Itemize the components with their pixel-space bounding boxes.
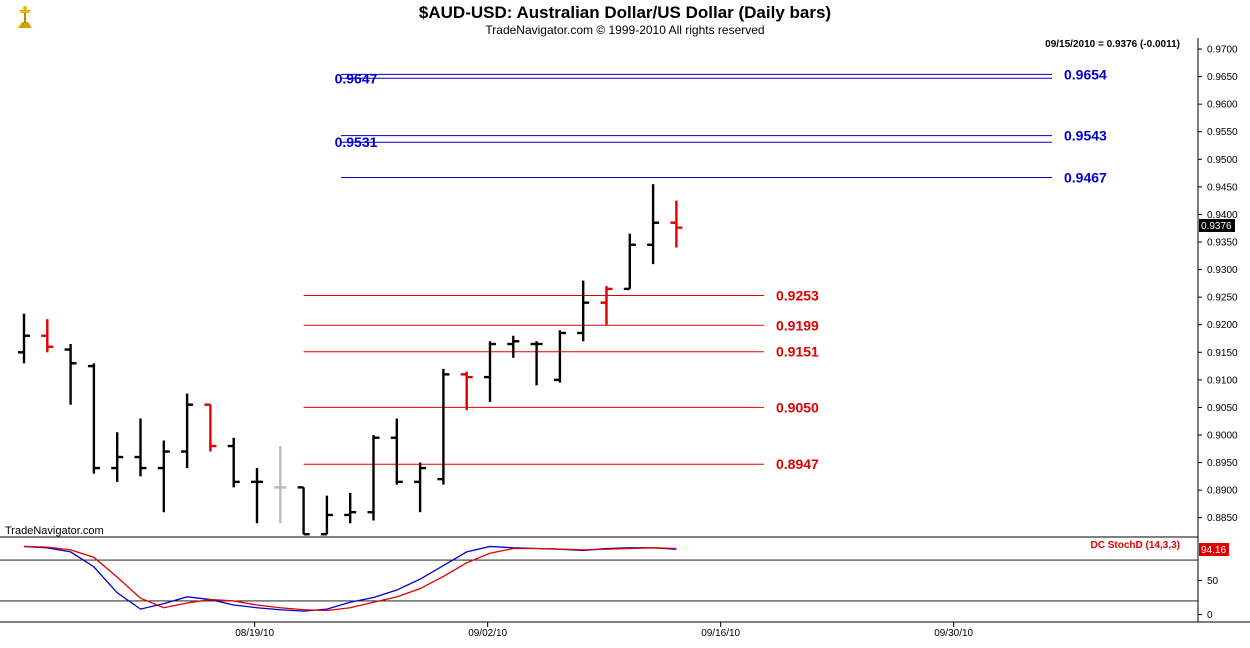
stoch-tick-label: 0: [1207, 610, 1213, 621]
chart-subtitle: TradeNavigator.com © 1999-2010 All right…: [485, 23, 764, 37]
price-bar: [437, 368, 450, 485]
price-bar: [414, 462, 427, 513]
level-label-0.9199: 0.9199: [776, 317, 819, 333]
current-price-tag-bg: [1199, 219, 1235, 232]
stoch-title: DC StochD (14,3,3): [1091, 540, 1180, 551]
stoch-value-tag-bg: [1199, 543, 1229, 556]
price-tick-label: 0.8850: [1207, 513, 1238, 524]
price-bar: [530, 341, 543, 386]
price-tick-label: 0.9150: [1207, 348, 1238, 359]
level-label-0.9543: 0.9543: [1064, 128, 1107, 144]
price-bar: [251, 468, 263, 524]
price-bar: [647, 184, 660, 265]
level-label-0.9647: 0.9647: [335, 70, 378, 86]
price-bar: [64, 344, 77, 405]
price-bar: [134, 418, 147, 477]
price-bar: [367, 434, 380, 521]
watermark: TradeNavigator.com: [5, 525, 104, 537]
current-price-tag: 0.9376: [1201, 221, 1232, 232]
price-bar: [204, 403, 217, 452]
level-label-0.9050: 0.9050: [776, 399, 819, 415]
price-bar: [484, 341, 496, 402]
price-bar: [297, 486, 310, 536]
level-label-0.9531: 0.9531: [335, 134, 378, 150]
stoch-tick-label: 50: [1207, 576, 1219, 587]
price-tick-label: 0.8950: [1207, 458, 1238, 469]
price-bar: [18, 313, 30, 364]
price-bars: [18, 184, 683, 536]
price-bar: [670, 200, 683, 248]
date-tick-label: 08/19/10: [235, 628, 274, 639]
price-bar: [227, 437, 240, 488]
price-bar: [553, 330, 566, 383]
price-bar: [390, 418, 403, 485]
date-tick-label: 09/02/10: [468, 628, 507, 639]
date-tick-label: 09/16/10: [701, 628, 740, 639]
price-tick-label: 0.9500: [1207, 155, 1238, 166]
last-bar-info: 09/15/2010 = 0.9376 (-0.0011): [1045, 39, 1180, 50]
level-label-0.8947: 0.8947: [776, 456, 819, 472]
price-tick-label: 0.9600: [1207, 100, 1238, 111]
gold-scale-logo-icon: [18, 6, 32, 28]
date-tick-label: 09/30/10: [934, 628, 973, 639]
date-axis: 08/19/10 09/02/10 09/16/10 09/30/10: [235, 622, 974, 639]
price-bar: [274, 446, 287, 524]
price-bar: [320, 495, 333, 536]
price-bar: [344, 492, 357, 524]
stochastic-panel: 50 0: [0, 545, 1219, 621]
stoch-value-tag: 94.16: [1201, 545, 1226, 556]
price-bar: [111, 432, 124, 482]
price-tick-label: 0.9250: [1207, 293, 1238, 304]
price-tick-label: 0.8900: [1207, 486, 1238, 497]
price-bar: [507, 335, 520, 358]
price-tick-label: 0.9050: [1207, 403, 1238, 414]
price-tick-label: 0.9200: [1207, 320, 1238, 331]
price-tick-label: 0.9000: [1207, 430, 1238, 441]
price-tick-label: 0.9450: [1207, 182, 1238, 193]
price-axis: 0.9700 0.9650 0.9600 0.9550 0.9500 0.9450 0.94…: [1198, 45, 1238, 524]
level-label-0.9253: 0.9253: [776, 287, 819, 303]
price-tick-label: 0.9400: [1207, 210, 1238, 221]
level-lines: 0.9654 0.9647 0.9543 0.9531 0.9467 0.9253 0.91…: [303, 66, 1107, 472]
price-bar: [157, 440, 170, 513]
price-bar: [600, 286, 613, 325]
price-tick-label: 0.9350: [1207, 238, 1238, 249]
level-label-0.9654: 0.9654: [1064, 66, 1107, 82]
price-bar: [623, 233, 636, 291]
price-bar: [41, 319, 54, 353]
level-label-0.9151: 0.9151: [776, 344, 819, 360]
price-bar: [181, 393, 194, 469]
price-bar: [87, 363, 100, 474]
price-bar: [460, 371, 473, 411]
price-tick-label: 0.9100: [1207, 375, 1238, 386]
level-label-0.9467: 0.9467: [1064, 169, 1107, 185]
price-tick-label: 0.9300: [1207, 265, 1238, 276]
price-bar: [577, 280, 590, 342]
price-tick-label: 0.9700: [1207, 45, 1238, 56]
stoch-d-line: [23, 545, 677, 612]
price-tick-label: 0.9650: [1207, 72, 1238, 83]
price-tick-label: 0.9550: [1207, 127, 1238, 138]
chart-title: $AUD-USD: Australian Dollar/US Dollar (D…: [419, 3, 831, 22]
